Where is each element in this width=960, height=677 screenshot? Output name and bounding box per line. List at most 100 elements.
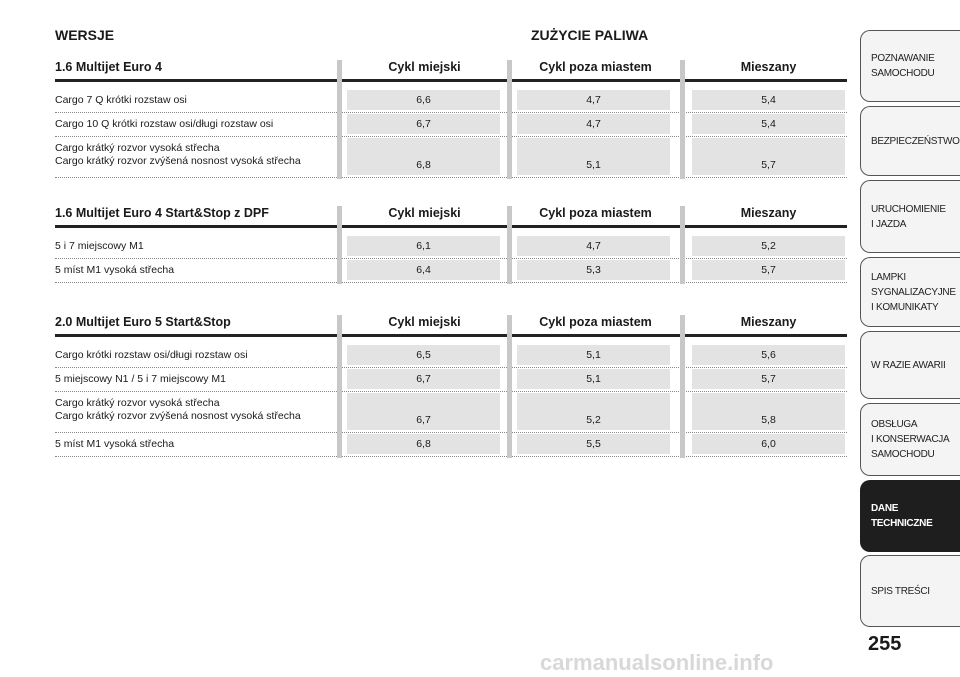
tab-label: BEZPIECZEŃSTWO xyxy=(871,135,960,147)
value: 5,8 xyxy=(761,414,776,426)
nav-tab[interactable]: POZNAWANIE SAMOCHODU xyxy=(860,30,960,102)
value-cell xyxy=(347,345,500,365)
value-cell xyxy=(517,90,670,110)
value-cell xyxy=(517,393,670,430)
tab-label: I KONSERWACJA xyxy=(871,434,950,445)
value: 6,6 xyxy=(416,94,431,106)
value-cell xyxy=(347,138,500,175)
row-separator xyxy=(55,136,847,137)
nav-tab[interactable]: URUCHOMIENIE I JAZDA xyxy=(860,180,960,253)
value: 5,1 xyxy=(586,159,601,171)
column-header: Cykl poza miastem xyxy=(539,206,652,220)
value: 5,5 xyxy=(586,438,601,450)
section-title: 1.6 Multijet Euro 4 Start&Stop z DPF xyxy=(55,206,269,220)
nav-tab[interactable]: DANE TECHNICZNE xyxy=(860,480,960,552)
column-bar xyxy=(680,60,685,179)
value: 6,1 xyxy=(416,240,431,252)
column-header: Cykl poza miastem xyxy=(539,60,652,74)
nav-tab[interactable]: BEZPIECZEŃSTWO xyxy=(860,106,960,176)
value: 6,8 xyxy=(416,438,431,450)
nav-tab[interactable]: W RAZIE AWARII xyxy=(860,331,960,399)
value: 5,7 xyxy=(761,373,776,385)
nav-tab[interactable]: SPIS TREŚCI xyxy=(860,555,960,627)
value-cell xyxy=(517,114,670,134)
value: 5,3 xyxy=(586,264,601,276)
header-left: WERSJE xyxy=(55,27,115,43)
value-cell xyxy=(517,138,670,175)
header-rule xyxy=(55,225,847,228)
value-cell xyxy=(347,114,500,134)
value: 5,1 xyxy=(586,373,601,385)
value: 6,0 xyxy=(761,438,776,450)
header-rule xyxy=(55,79,847,82)
row-separator xyxy=(55,456,847,457)
column-bar xyxy=(507,315,512,458)
row-label: 5 míst M1 vysoká střecha xyxy=(55,438,175,450)
value: 5,6 xyxy=(761,349,776,361)
row-separator xyxy=(55,177,847,178)
value: 6,8 xyxy=(416,159,431,171)
column-bar xyxy=(680,315,685,458)
value: 6,5 xyxy=(416,349,431,361)
column-header: Cykl poza miastem xyxy=(539,315,652,329)
tab-label: I JAZDA xyxy=(871,218,907,230)
column-bar xyxy=(337,206,342,284)
nav-tab[interactable]: LAMPKI SYGNALIZACYJNE I KOMUNIKATY xyxy=(860,257,960,327)
row-separator xyxy=(55,282,847,283)
tab-label: OBSŁUGA xyxy=(871,419,918,430)
row-label: 5 miejscowy N1 / 5 i 7 miejscowy M1 xyxy=(55,373,226,385)
column-bar xyxy=(337,60,342,179)
column-header: Mieszany xyxy=(740,60,797,74)
value-cell xyxy=(692,138,845,175)
tab-label: LAMPKI xyxy=(871,271,906,283)
value-cell xyxy=(692,260,845,280)
column-header: Cykl miejski xyxy=(388,60,461,74)
value: 6,4 xyxy=(416,264,431,276)
row-label: 5 míst M1 vysoká střecha xyxy=(55,264,175,276)
row-separator xyxy=(55,112,847,113)
value-cell xyxy=(347,236,500,256)
row-separator xyxy=(55,367,847,368)
value-cell xyxy=(692,369,845,389)
value-cell xyxy=(692,236,845,256)
value-cell xyxy=(692,434,845,454)
value-cell xyxy=(347,369,500,389)
tab-label: DANE xyxy=(871,503,899,514)
row-label: Cargo krátký rozvor vysoká střecha xyxy=(55,142,220,154)
header-rule xyxy=(55,334,847,337)
value-cell xyxy=(517,434,670,454)
value-cell xyxy=(517,345,670,365)
tab-label: W RAZIE AWARII xyxy=(871,359,946,371)
value-cell xyxy=(517,260,670,280)
row-label: Cargo krátký rozvor zvýšená nosnost vyso… xyxy=(55,155,301,167)
row-label: Cargo 10 Q krótki rozstaw osi/długi rozs… xyxy=(55,118,274,130)
value: 5,2 xyxy=(761,240,776,252)
section-title: 1.6 Multijet Euro 4 xyxy=(55,60,162,74)
value-cell xyxy=(347,393,500,430)
column-bar xyxy=(507,60,512,179)
value: 6,7 xyxy=(416,414,431,426)
row-label: Cargo krátký rozvor vysoká střecha xyxy=(55,397,220,409)
nav-tab[interactable]: OBSŁUGA I KONSERWACJA SAMOCHODU xyxy=(860,403,960,476)
tab-label: SAMOCHODU xyxy=(871,449,935,460)
value: 4,7 xyxy=(586,240,601,252)
value: 6,7 xyxy=(416,373,431,385)
column-header: Cykl miejski xyxy=(388,315,461,329)
row-separator xyxy=(55,391,847,392)
row-label: Cargo 7 Q krótki rozstaw osi xyxy=(55,94,187,106)
value-cell xyxy=(692,114,845,134)
value-cell xyxy=(517,236,670,256)
tab-label: SAMOCHODU xyxy=(871,68,935,79)
value-cell xyxy=(347,434,500,454)
column-bar xyxy=(337,315,342,458)
value: 4,7 xyxy=(586,118,601,130)
value-cell xyxy=(692,345,845,365)
value: 5,4 xyxy=(761,118,776,130)
tab-label: SYGNALIZACYJNE xyxy=(871,286,956,298)
column-header: Cykl miejski xyxy=(388,206,461,220)
value: 4,7 xyxy=(586,94,601,106)
value: 5,1 xyxy=(586,349,601,361)
value: 5,7 xyxy=(761,159,776,171)
tab-label: POZNAWANIE xyxy=(871,53,935,64)
